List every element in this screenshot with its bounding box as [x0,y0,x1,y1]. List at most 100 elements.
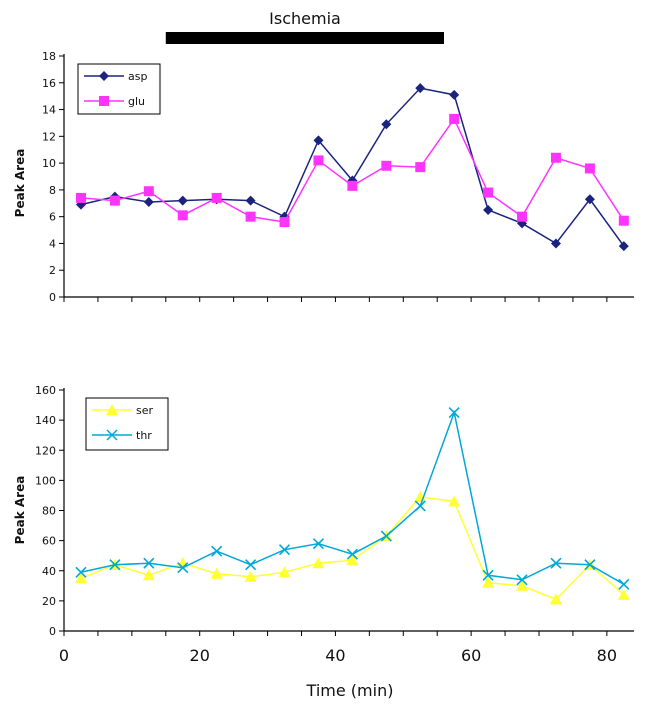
series-glu-point [75,192,86,203]
series-glu-point [517,211,528,222]
series-asp-point [143,196,154,207]
series-ser-point [346,554,359,566]
chart-top-series [75,83,629,252]
chart-bottom: Peak Area 0 20 40 60 80 100 120 140 160 0 20 40 60 80… [13,384,634,700]
top-y-tick-label: 0 [49,291,56,304]
series-glu-point [109,195,120,206]
bottom-y-tick-label: 100 [35,474,56,487]
series-asp-point [618,241,629,252]
series-ser-point [617,588,630,600]
top-y-tick-label: 8 [49,184,56,197]
series-glu-point [279,217,290,228]
series-thr-point [143,557,155,569]
bottom-y-tick-label: 160 [35,384,56,397]
series-ser-point [74,572,87,584]
chart-top: Peak Area 0 2 4 6 8 10 12 14 16 18 asp glu [13,50,634,304]
bottom-y-tick-label: 60 [42,535,56,548]
series-glu-point [618,215,629,226]
series-ser-point [210,567,223,579]
series-glu-point [550,152,561,163]
bottom-y-tick-label: 80 [42,505,56,518]
series-thr-point [75,566,87,578]
bottom-x-tick-label: 40 [325,646,345,665]
legend-thr-marker [106,429,118,441]
series-asp-point [415,83,426,94]
series-thr-point [346,548,358,560]
series-glu-point [245,211,256,222]
chart-top-y-axis-label: Peak Area [13,149,27,218]
chart-bottom-y-axis-label: Peak Area [13,476,27,545]
series-thr-point [448,407,460,419]
ischemia-label: Ischemia [269,9,341,28]
series-thr-point [482,569,494,581]
series-ser-point [482,576,495,588]
series-thr-point [177,562,189,574]
series-glu-point [483,187,494,198]
series-glu-point [415,162,426,173]
legend-glu-marker [99,96,109,106]
series-asp-point [381,119,392,130]
ischemia-bar [165,32,445,44]
series-asp-point [584,194,595,205]
series-thr-point [584,559,596,571]
series-thr-point [550,557,562,569]
bottom-x-tick-label: 80 [597,646,617,665]
series-thr-point [380,530,392,542]
chart-top-legend: asp glu [77,63,161,115]
series-thr-point [245,559,257,571]
series-glu-point [347,180,358,191]
top-y-tick-label: 4 [49,237,56,250]
series-ser-point [244,570,257,582]
series-glu-line [80,117,625,223]
top-y-tick-label: 18 [42,50,56,63]
series-ser-point [142,569,155,581]
series-glu-point [143,186,154,197]
series-asp-point [245,195,256,206]
bottom-x-tick-label: 20 [190,646,210,665]
series-asp-line [80,87,625,247]
bottom-y-tick-label: 120 [35,444,56,457]
chart-top-axes: 0 2 4 6 8 10 12 14 16 18 [42,50,634,304]
series-ser-point [448,495,461,507]
series-ser-line [80,496,625,601]
chart-bottom-legend-box [85,397,169,451]
top-y-tick-label: 14 [42,104,56,117]
chart-bottom-legend: ser thr [85,397,169,451]
chart-bottom-axes: 0 20 40 60 80 100 120 140 160 0 20 40 60 80 [35,384,634,665]
series-ser-point [516,579,529,591]
series-asp-point [550,238,561,249]
series-asp-point [483,204,494,215]
bottom-x-tick-label: 0 [59,646,69,665]
series-thr-point [312,538,325,550]
bottom-x-tick-label: 60 [461,646,481,665]
legend-asp-marker [99,71,109,81]
top-y-tick-label: 12 [42,130,56,143]
chart-bottom-x-axis-label: Time (min) [306,681,394,700]
series-thr-point [278,544,291,556]
bottom-y-tick-label: 140 [35,414,56,427]
series-asp-point [449,89,460,100]
series-glu-point [381,160,392,171]
series-glu-point [211,192,222,203]
series-thr-point [211,545,223,557]
top-y-tick-label: 16 [42,77,56,90]
series-asp-point [177,195,188,206]
bottom-y-tick-label: 20 [42,595,56,608]
legend-asp-label: asp [128,70,147,83]
series-glu-point [177,210,188,221]
series-glu-point [313,155,324,166]
series-thr-point [516,574,528,586]
bottom-y-tick-label: 0 [49,625,56,638]
chart-bottom-series [74,407,630,605]
series-thr-point [414,500,426,512]
series-ser-point [549,593,562,605]
top-y-tick-label: 2 [49,264,56,277]
legend-thr-label: thr [136,429,152,442]
series-ser-point [312,557,325,569]
series-thr-point [109,559,121,571]
series-thr-point [618,578,630,590]
ischemia-annotation: Ischemia [165,9,445,44]
series-glu-point [584,163,595,174]
series-glu-point [449,113,460,124]
